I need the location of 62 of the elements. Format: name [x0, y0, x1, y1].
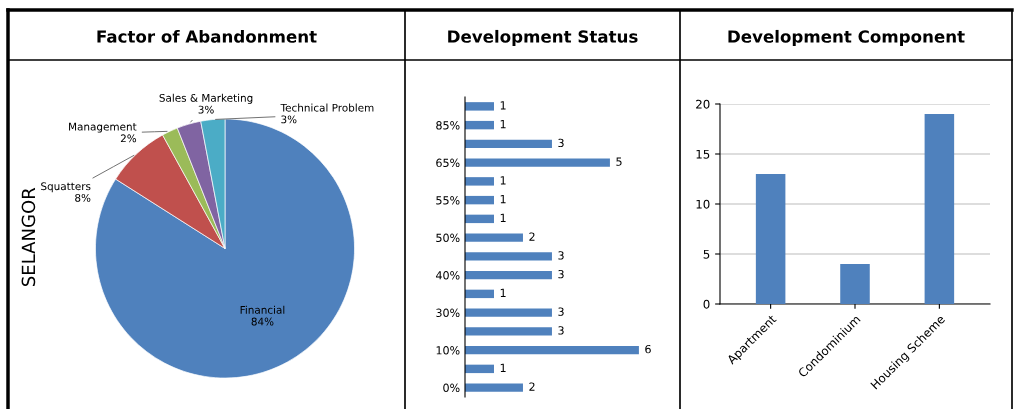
- data-label: 3%: [281, 115, 297, 124]
- data-label: 1: [500, 120, 506, 129]
- bar: [465, 195, 494, 205]
- data-label: 3: [558, 326, 564, 335]
- bar: [465, 120, 494, 130]
- text: SELANGOR: [21, 187, 36, 286]
- data-label: 6: [645, 344, 651, 354]
- bar: [465, 233, 523, 242]
- y-tick-label: 10%: [436, 346, 460, 355]
- y-tick-label: 40%: [435, 271, 460, 280]
- y-tick-label: 50%: [436, 233, 460, 242]
- y-tick-label: 85%: [436, 121, 460, 130]
- data-label: 2: [529, 232, 535, 241]
- data-label: 1: [500, 176, 506, 185]
- bar: [465, 345, 639, 355]
- slice-label: Technical Problem: [280, 103, 374, 112]
- bar: [465, 177, 494, 186]
- chart-title: Factor of Abandonment: [97, 29, 317, 43]
- data-label: 1: [500, 288, 506, 297]
- data-label: 1: [500, 363, 506, 372]
- y-tick-label: 0: [703, 299, 710, 309]
- slice-label: Management: [69, 122, 137, 133]
- bar: [465, 327, 552, 336]
- bar: [465, 139, 552, 149]
- y-tick-label: 15: [696, 149, 710, 159]
- chart-title: Development Component: [728, 29, 965, 47]
- slice-label: Squatters: [41, 182, 91, 193]
- bar: [465, 214, 494, 224]
- y-tick-label: 65%: [436, 158, 460, 167]
- data-label: 1: [500, 213, 506, 222]
- data-label: 3: [558, 307, 564, 316]
- y-tick-label: 10: [696, 199, 710, 209]
- data-label: 3: [558, 269, 564, 279]
- bar: [924, 114, 955, 304]
- bar: [465, 270, 552, 280]
- y-tick-label: 55%: [436, 196, 460, 205]
- chart-title: Development Status: [448, 29, 638, 47]
- y-tick-label: 30%: [436, 308, 460, 317]
- slice-label: Financial: [240, 305, 285, 314]
- data-label: 2: [529, 382, 535, 391]
- data-label: 5: [616, 157, 622, 166]
- data-label: 84%: [251, 317, 274, 326]
- y-tick-label: 0%: [443, 383, 460, 392]
- data-label: 2%: [120, 134, 137, 143]
- bar: [465, 158, 610, 167]
- bar: [465, 252, 552, 261]
- slice-label: Sales & Marketing: [159, 93, 253, 104]
- bar: [465, 308, 552, 317]
- y-tick-label: 20: [696, 99, 710, 109]
- data-label: 3: [558, 138, 564, 148]
- data-label: 1: [500, 101, 506, 110]
- bar: [840, 264, 870, 304]
- bar: [465, 289, 494, 299]
- bar: [465, 364, 494, 374]
- y-tick-label: 5: [703, 249, 710, 259]
- bar: [465, 383, 523, 392]
- data-label: 3: [558, 251, 564, 260]
- bar: [755, 174, 786, 304]
- data-label: 3%: [198, 105, 214, 114]
- bar: [465, 102, 494, 111]
- data-label: 8%: [75, 193, 91, 202]
- data-label: 1: [500, 195, 506, 204]
